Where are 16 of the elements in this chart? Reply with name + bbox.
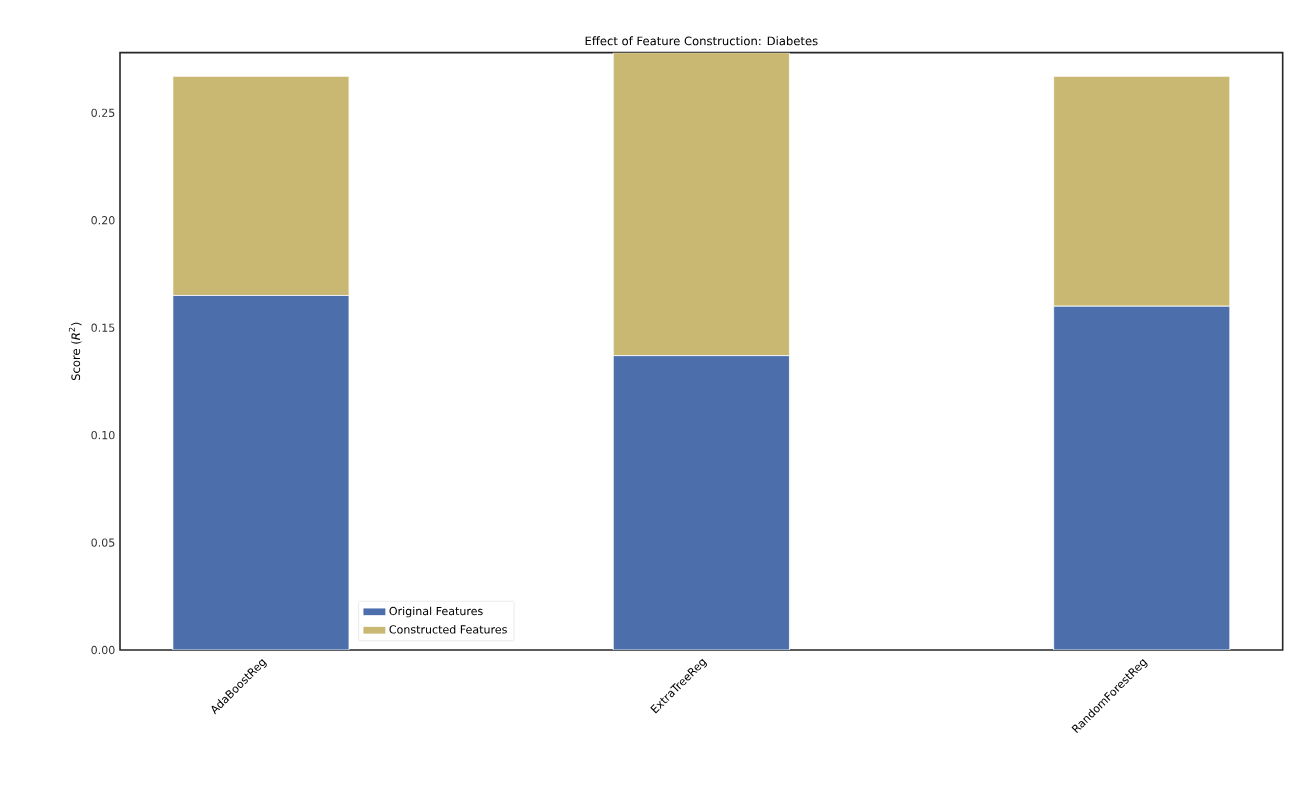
bar xyxy=(1053,305,1231,650)
y-tick-label: 0.05 xyxy=(91,538,115,547)
y-tick-label: 0.25 xyxy=(91,108,115,117)
y-tick-label: 0.15 xyxy=(91,323,115,332)
chart-title: Effect of Feature Construction: Diabetes xyxy=(585,36,818,46)
y-tick-label: 0.00 xyxy=(91,645,115,655)
bar xyxy=(172,295,350,650)
bar xyxy=(612,355,790,650)
y-axis-title: Score (R$^{2}$) xyxy=(68,322,82,381)
bar xyxy=(1053,75,1231,307)
legend-label: Constructed Features xyxy=(389,625,507,634)
y-tick-label: 0.20 xyxy=(91,216,115,225)
bar xyxy=(612,52,790,357)
bar xyxy=(172,75,350,296)
legend-label: Original Features xyxy=(389,606,483,618)
y-tick-label: 0.10 xyxy=(91,430,115,440)
